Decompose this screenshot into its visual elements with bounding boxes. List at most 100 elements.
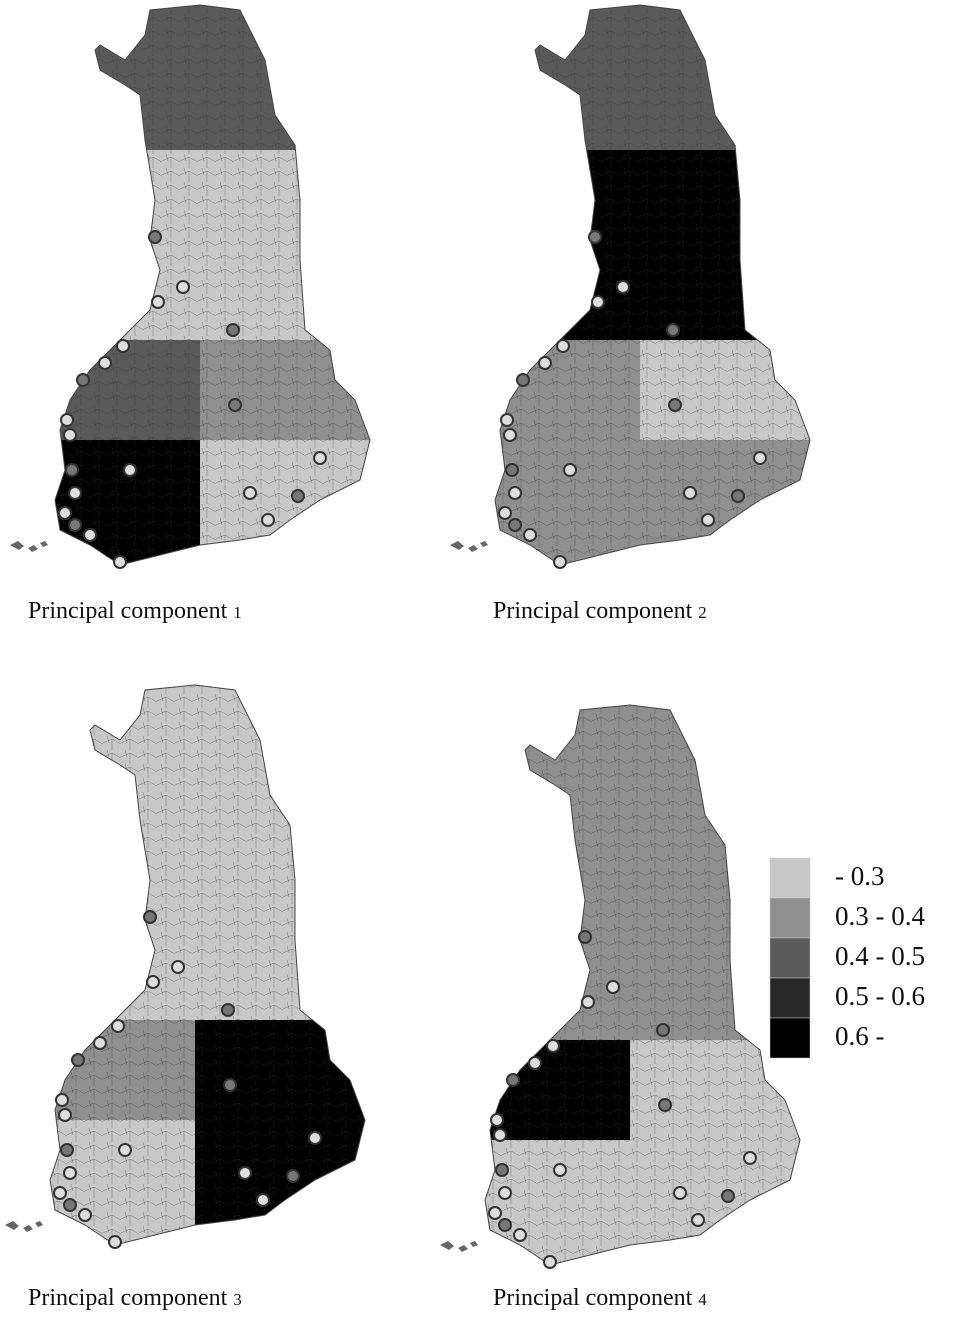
panel-caption: Principal component 2: [493, 598, 707, 624]
legend-label: 0.4 - 0.5: [835, 941, 925, 971]
station-marker: [119, 1144, 131, 1156]
station-marker: [292, 490, 304, 502]
station-marker: [66, 464, 78, 476]
station-marker: [582, 996, 594, 1008]
station-marker: [517, 374, 529, 386]
map-panel: [0, 680, 395, 1280]
station-marker: [659, 1099, 671, 1111]
archipelago: [440, 1241, 478, 1252]
legend-label: 0.3 - 0.4: [835, 901, 925, 931]
station-marker: [314, 452, 326, 464]
caption-text: Principal component: [493, 598, 693, 624]
station-marker: [504, 429, 516, 441]
station-marker: [224, 1079, 236, 1091]
station-marker: [669, 399, 681, 411]
station-marker: [64, 429, 76, 441]
station-marker: [69, 519, 81, 531]
archipelago: [10, 541, 48, 552]
legend-label: - 0.3: [835, 861, 885, 891]
legend-label: 0.5 - 0.6: [835, 981, 925, 1011]
station-marker: [524, 529, 536, 541]
station-marker: [744, 1152, 756, 1164]
station-marker: [499, 1219, 511, 1231]
station-marker: [489, 1207, 501, 1219]
station-marker: [64, 1199, 76, 1211]
station-marker: [84, 529, 96, 541]
station-marker: [547, 1040, 559, 1052]
station-marker: [287, 1170, 299, 1182]
station-marker: [262, 514, 274, 526]
station-marker: [702, 514, 714, 526]
station-marker: [56, 1094, 68, 1106]
station-marker: [617, 281, 629, 293]
station-marker: [722, 1190, 734, 1202]
legend-swatch: [770, 1018, 810, 1058]
station-marker: [607, 981, 619, 993]
station-marker: [54, 1187, 66, 1199]
station-marker: [124, 464, 136, 476]
legend-swatch: [770, 978, 810, 1018]
station-marker: [667, 324, 679, 336]
station-marker: [754, 452, 766, 464]
station-marker: [172, 961, 184, 973]
legend-swatch: [770, 938, 810, 978]
station-marker: [506, 464, 518, 476]
station-marker: [147, 976, 159, 988]
panel-caption: Principal component 3: [28, 1285, 242, 1311]
caption-text: Principal component: [28, 1285, 228, 1311]
station-marker: [657, 1024, 669, 1036]
station-marker: [554, 1164, 566, 1176]
legend-swatch: [770, 858, 810, 898]
station-marker: [544, 1256, 556, 1268]
station-marker: [499, 507, 511, 519]
station-marker: [554, 556, 566, 568]
caption-text: Principal component: [493, 1285, 693, 1311]
station-marker: [557, 340, 569, 352]
archipelago: [5, 1221, 43, 1232]
station-marker: [144, 911, 156, 923]
station-marker: [239, 1167, 251, 1179]
station-marker: [99, 357, 111, 369]
station-marker: [222, 1004, 234, 1016]
station-marker: [61, 1144, 73, 1156]
station-marker: [499, 1187, 511, 1199]
map-panel: [0, 0, 400, 600]
station-marker: [244, 487, 256, 499]
station-marker: [61, 414, 73, 426]
station-marker: [507, 1074, 519, 1086]
figure: Principal component 1Principal component…: [0, 0, 956, 1319]
station-marker: [77, 374, 89, 386]
station-marker: [227, 324, 239, 336]
station-marker: [59, 507, 71, 519]
station-marker: [114, 556, 126, 568]
caption-text: Principal component: [28, 598, 228, 624]
station-marker: [152, 296, 164, 308]
legend-label: 0.6 -: [835, 1021, 885, 1051]
station-marker: [529, 1057, 541, 1069]
station-marker: [491, 1114, 503, 1126]
station-marker: [64, 1167, 76, 1179]
station-marker: [72, 1054, 84, 1066]
station-marker: [117, 340, 129, 352]
panel-caption: Principal component 4: [493, 1285, 707, 1311]
station-marker: [59, 1109, 71, 1121]
station-marker: [109, 1236, 121, 1248]
archipelago: [450, 541, 488, 552]
station-marker: [684, 487, 696, 499]
station-marker: [564, 464, 576, 476]
panel-caption: Principal component 1: [28, 598, 242, 624]
station-marker: [494, 1129, 506, 1141]
station-marker: [257, 1194, 269, 1206]
station-marker: [514, 1229, 526, 1241]
station-marker: [509, 487, 521, 499]
station-marker: [539, 357, 551, 369]
station-marker: [94, 1037, 106, 1049]
station-marker: [112, 1020, 124, 1032]
legend-swatch: [770, 898, 810, 938]
map-figure: Principal component 1Principal component…: [0, 0, 956, 1319]
station-marker: [579, 931, 591, 943]
station-marker: [692, 1214, 704, 1226]
station-marker: [732, 490, 744, 502]
station-marker: [589, 231, 601, 243]
station-marker: [69, 487, 81, 499]
